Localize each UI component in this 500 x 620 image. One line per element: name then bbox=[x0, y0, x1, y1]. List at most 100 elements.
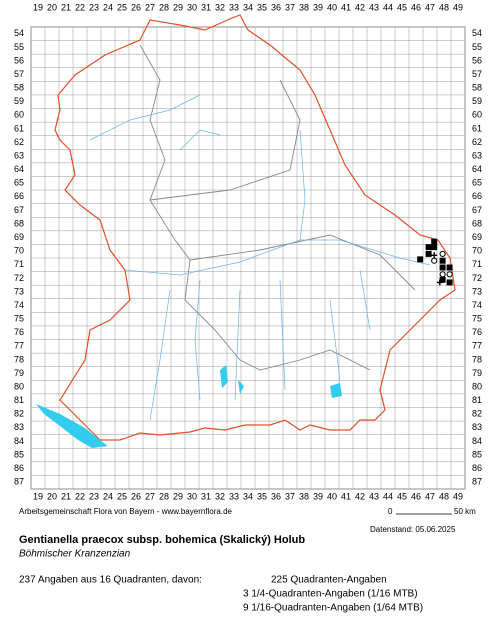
row-label: 85 bbox=[472, 449, 482, 459]
row-label: 54 bbox=[14, 28, 24, 38]
row-label: 69 bbox=[472, 232, 482, 242]
column-label: 42 bbox=[355, 2, 365, 12]
column-label: 41 bbox=[341, 2, 351, 12]
column-label: 38 bbox=[299, 491, 309, 501]
row-label: 67 bbox=[14, 205, 24, 215]
row-label: 54 bbox=[472, 28, 482, 38]
row-label: 87 bbox=[472, 477, 482, 487]
column-label: 22 bbox=[75, 491, 85, 501]
records bbox=[417, 238, 453, 286]
column-label: 36 bbox=[271, 2, 281, 12]
row-label: 71 bbox=[472, 259, 482, 269]
column-label: 42 bbox=[355, 491, 365, 501]
row-label: 79 bbox=[472, 368, 482, 378]
row-label: 73 bbox=[472, 286, 482, 296]
column-label: 48 bbox=[439, 491, 449, 501]
column-label: 19 bbox=[33, 2, 43, 12]
row-label: 81 bbox=[14, 395, 24, 405]
row-label: 68 bbox=[472, 218, 482, 228]
row-label: 85 bbox=[14, 449, 24, 459]
record-filled bbox=[431, 238, 438, 245]
row-label: 78 bbox=[14, 354, 24, 364]
row-label: 76 bbox=[14, 327, 24, 337]
column-label: 40 bbox=[327, 491, 337, 501]
species-subtitle: Böhmischer Kranzenzian bbox=[19, 549, 131, 560]
column-label: 34 bbox=[243, 491, 253, 501]
row-label: 57 bbox=[472, 69, 482, 79]
column-label: 39 bbox=[313, 2, 323, 12]
column-label: 47 bbox=[425, 491, 435, 501]
column-label: 24 bbox=[103, 491, 113, 501]
row-label: 80 bbox=[14, 381, 24, 391]
state-border bbox=[54, 14, 456, 441]
row-label: 70 bbox=[14, 246, 24, 256]
column-labels: 19 19 20 20 21 21 22 22 23 23 24 24 25 25 26 26 27 27 28 28… bbox=[33, 2, 463, 501]
column-label: 28 bbox=[159, 491, 169, 501]
column-label: 31 bbox=[201, 2, 211, 12]
row-label: 82 bbox=[472, 409, 482, 419]
row-label: 87 bbox=[14, 477, 24, 487]
row-label: 65 bbox=[14, 178, 24, 188]
column-label: 33 bbox=[229, 2, 239, 12]
row-label: 81 bbox=[472, 395, 482, 405]
row-label: 65 bbox=[472, 178, 482, 188]
column-label: 45 bbox=[397, 491, 407, 501]
row-label: 61 bbox=[14, 123, 24, 133]
row-label: 72 bbox=[472, 273, 482, 283]
record-circle bbox=[431, 257, 438, 264]
row-label: 56 bbox=[472, 55, 482, 65]
column-label: 23 bbox=[89, 2, 99, 12]
column-label: 25 bbox=[117, 2, 127, 12]
column-label: 43 bbox=[369, 2, 379, 12]
record-filled bbox=[446, 264, 453, 271]
record-circle bbox=[439, 250, 446, 258]
column-label: 30 bbox=[187, 2, 197, 12]
district-borders bbox=[139, 44, 416, 371]
row-label: 58 bbox=[14, 83, 24, 93]
column-label: 36 bbox=[271, 491, 281, 501]
column-label: 45 bbox=[397, 2, 407, 12]
row-label: 55 bbox=[14, 42, 24, 52]
row-label: 68 bbox=[14, 218, 24, 228]
column-label: 25 bbox=[117, 491, 127, 501]
record-circle bbox=[439, 271, 446, 278]
column-label: 22 bbox=[75, 2, 85, 12]
column-label: 44 bbox=[383, 491, 393, 501]
column-label: 33 bbox=[229, 491, 239, 501]
scale-end: 50 km bbox=[454, 507, 476, 516]
row-label: 66 bbox=[472, 191, 482, 201]
column-label: 31 bbox=[201, 491, 211, 501]
row-label: 60 bbox=[14, 110, 24, 120]
row-label: 67 bbox=[472, 205, 482, 215]
row-label: 63 bbox=[14, 150, 24, 160]
row-label: 60 bbox=[472, 110, 482, 120]
record-plus bbox=[436, 279, 443, 286]
column-label: 40 bbox=[327, 2, 337, 12]
column-label: 49 bbox=[453, 491, 463, 501]
row-label: 63 bbox=[472, 150, 482, 160]
row-label: 64 bbox=[14, 164, 24, 174]
column-label: 48 bbox=[439, 2, 449, 12]
row-label: 59 bbox=[472, 96, 482, 106]
column-label: 26 bbox=[131, 491, 141, 501]
record-filled bbox=[439, 264, 446, 271]
row-label: 83 bbox=[472, 422, 482, 432]
column-label: 32 bbox=[215, 2, 225, 12]
column-label: 37 bbox=[285, 491, 295, 501]
column-label: 28 bbox=[159, 2, 169, 12]
column-label: 30 bbox=[187, 491, 197, 501]
column-label: 35 bbox=[257, 2, 267, 12]
row-label: 58 bbox=[472, 83, 482, 93]
stats-line: 3 1/4-Quadranten-Angaben (1/16 MTB) bbox=[243, 589, 418, 600]
row-label: 72 bbox=[14, 273, 24, 283]
column-label: 41 bbox=[341, 491, 351, 501]
column-label: 37 bbox=[285, 2, 295, 12]
row-label: 70 bbox=[472, 246, 482, 256]
rivers bbox=[89, 94, 431, 421]
row-label: 59 bbox=[14, 96, 24, 106]
row-label: 75 bbox=[14, 314, 24, 324]
row-label: 71 bbox=[14, 259, 24, 269]
row-label: 76 bbox=[472, 327, 482, 337]
record-filled bbox=[417, 256, 424, 263]
